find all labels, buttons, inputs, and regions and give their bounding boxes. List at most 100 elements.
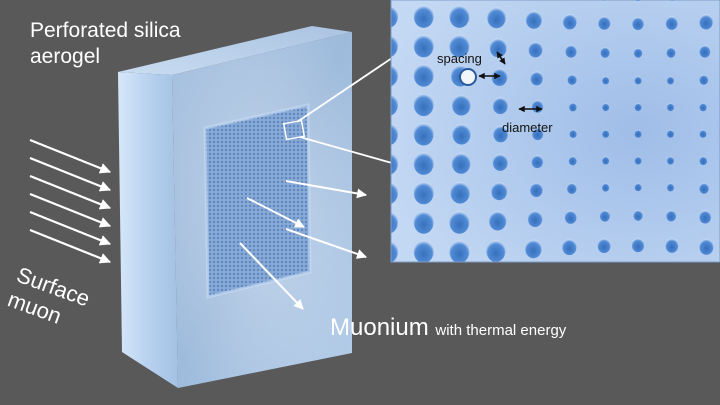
- perforation-hole: [391, 241, 398, 262]
- perforation-hole: [531, 155, 544, 169]
- perforation-hole: [413, 152, 434, 175]
- perforation-hole: [391, 152, 398, 175]
- perforation-hole: [634, 129, 642, 138]
- aerogel-title: Perforated silica aerogel: [30, 18, 181, 70]
- perforation-hole: [451, 152, 471, 174]
- perforation-hole: [531, 100, 544, 113]
- perforation-hole: [569, 129, 577, 138]
- aerogel-title-line2: aerogel: [30, 45, 101, 68]
- perforation-hole: [491, 182, 508, 201]
- perforation-hole: [699, 14, 713, 30]
- perforation-hole: [391, 94, 398, 116]
- perforation-hole: [601, 183, 610, 192]
- perforation-hole: [492, 153, 508, 171]
- perforation-hole: [413, 34, 434, 58]
- perforation-hole: [562, 14, 577, 30]
- perforation-hole: [413, 181, 434, 205]
- perforation-hole: [632, 17, 644, 30]
- perforation-hole: [600, 47, 610, 58]
- perforation-hole: [666, 129, 675, 138]
- muonium-arrow: [285, 228, 367, 259]
- perforation-hole: [391, 123, 398, 145]
- perforation-hole: [452, 123, 471, 145]
- muonium-main-text: Muonium: [330, 314, 429, 341]
- inset-frame: [390, 0, 720, 263]
- perforation-hole: [602, 156, 610, 165]
- perforation-hole: [633, 48, 643, 58]
- perforation-hole: [562, 238, 577, 256]
- perforation-hole: [666, 76, 675, 85]
- perforation-hole: [450, 181, 470, 204]
- perforation-hole: [391, 211, 398, 234]
- aerogel-top-face: [118, 26, 352, 75]
- perforation-hole: [525, 239, 542, 259]
- highlighted-hole: [459, 68, 477, 86]
- perforation-hole: [666, 47, 676, 58]
- muonium-arrow: [285, 180, 367, 199]
- inset-closeup: [391, 0, 720, 262]
- perforation-hole: [699, 182, 709, 194]
- muon-arrow: [29, 138, 112, 174]
- perforation-hole: [567, 74, 577, 85]
- muon-arrow: [29, 174, 112, 210]
- aerogel-title-line1: Perforated silica: [30, 19, 181, 42]
- spacing-diag-arrow: [496, 51, 506, 65]
- perforation-hole: [413, 5, 434, 28]
- perforation-hole: [413, 93, 434, 117]
- perforation-hole: [487, 7, 506, 29]
- perforation-hole: [492, 97, 508, 115]
- perforation-hole: [602, 129, 610, 138]
- perforation-hole: [699, 210, 712, 224]
- perforation-hole: [530, 182, 543, 197]
- perforation-hole: [452, 94, 471, 116]
- muonium-sub-text: with thermal energy: [435, 322, 567, 339]
- perforation-hole: [634, 103, 642, 112]
- perforation-hole: [413, 64, 434, 87]
- perforation-hole: [565, 44, 577, 58]
- muon-arrow: [29, 156, 112, 192]
- perforation-hole: [564, 210, 577, 224]
- perforation-hole: [525, 10, 542, 29]
- perforation-hole: [391, 64, 398, 87]
- perforation-hole: [569, 102, 577, 112]
- perforation-hole: [634, 156, 642, 165]
- perforation-hole: [489, 210, 507, 231]
- perforation-hole: [413, 240, 434, 262]
- perforation-hole: [486, 240, 506, 262]
- muonium-label: Muonium with thermal energy: [330, 314, 566, 342]
- perforation-hole: [527, 210, 543, 227]
- zoom-box: [282, 119, 306, 141]
- perforation-hole: [413, 122, 434, 146]
- muon-arrow: [29, 228, 112, 264]
- aerogel-left-side: [118, 72, 178, 388]
- perforation-hole: [634, 183, 642, 192]
- perforation-hole: [665, 238, 679, 253]
- perforation-hole: [666, 156, 675, 165]
- perforation-hole: [413, 211, 434, 234]
- muonium-arrow: [246, 197, 305, 228]
- perforation-hole: [598, 16, 611, 30]
- perforation-hole: [528, 41, 543, 58]
- perforation-hole: [699, 156, 708, 166]
- perforation-hole: [493, 125, 508, 143]
- perforation-hole: [602, 103, 610, 112]
- perforation-hole: [631, 238, 645, 253]
- perforation-hole: [699, 74, 709, 85]
- perforation-hole: [391, 35, 398, 57]
- incoming-arrows: [29, 138, 112, 264]
- perforation-hole: [491, 68, 508, 86]
- aerogel-block: [118, 26, 352, 388]
- muon-arrow: [29, 192, 112, 228]
- perforation-hole: [665, 16, 678, 30]
- perforation-hole: [699, 238, 714, 255]
- perforation-hole: [699, 45, 711, 58]
- perforation-hole: [602, 76, 610, 85]
- zoom-line-bottom: [299, 136, 393, 164]
- zoom-line-top: [296, 57, 393, 123]
- perforation-hole: [449, 5, 470, 28]
- perforation-hole: [699, 102, 707, 112]
- perforation-hole: [633, 210, 643, 221]
- perforation-hole: [449, 240, 470, 262]
